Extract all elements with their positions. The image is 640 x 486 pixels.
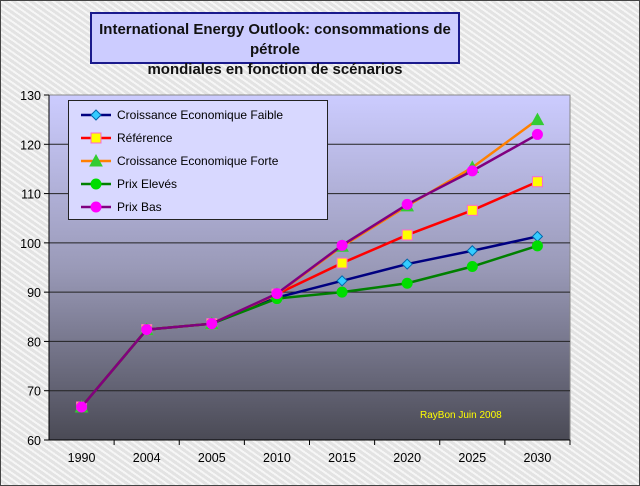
annotation: RayBon Juin 2008 xyxy=(420,410,502,421)
legend-swatch xyxy=(81,178,111,190)
legend-marker xyxy=(90,201,102,213)
legend-marker xyxy=(90,132,102,144)
x-tick-label: 2004 xyxy=(133,451,161,465)
legend-label: Croissance Economique Forte xyxy=(117,154,279,168)
data-point xyxy=(401,198,413,210)
data-point xyxy=(530,112,545,126)
legend-swatch xyxy=(81,132,111,144)
legend: Croissance Economique Faible Référence Cro… xyxy=(68,100,328,220)
legend-marker xyxy=(90,178,102,190)
y-tick-label: 70 xyxy=(27,385,41,399)
y-tick-label: 110 xyxy=(21,188,41,202)
legend-item: Croissance Economique Faible xyxy=(79,107,283,123)
series-4 xyxy=(76,128,543,413)
title-line-2: mondiales en fonction de scénarios xyxy=(147,61,403,78)
y-tick-label: 60 xyxy=(27,434,41,448)
title-line-1: International Energy Outlook: consommati… xyxy=(99,21,451,58)
data-point xyxy=(336,286,348,298)
series-line xyxy=(80,133,539,408)
data-point xyxy=(76,401,88,413)
legend-label: Croissance Economique Faible xyxy=(117,108,284,122)
data-point xyxy=(531,128,543,140)
legend-label: Prix Bas xyxy=(117,200,162,214)
x-tick-label: 2020 xyxy=(393,451,421,465)
y-tick-label: 120 xyxy=(20,138,41,152)
legend-swatch xyxy=(81,109,111,121)
x-tick-label: 2030 xyxy=(524,451,552,465)
legend-item: Prix Elevés xyxy=(79,176,177,192)
data-point xyxy=(466,245,479,257)
y-tick-label: 90 xyxy=(27,286,41,300)
data-point xyxy=(271,288,283,300)
data-point xyxy=(466,204,478,216)
data-point xyxy=(466,261,478,273)
chart-title: International Energy Outlook: consommati… xyxy=(90,12,460,78)
data-point xyxy=(401,229,413,241)
data-point xyxy=(206,318,218,330)
legend-item: Prix Bas xyxy=(79,199,162,215)
legend-marker xyxy=(90,109,102,121)
data-point xyxy=(141,324,153,336)
data-point xyxy=(336,257,348,269)
y-tick-label: 130 xyxy=(20,89,41,103)
y-tick-label: 80 xyxy=(27,335,41,349)
data-point xyxy=(336,275,348,287)
legend-swatch xyxy=(81,201,111,213)
legend-marker xyxy=(89,154,103,167)
x-tick-label: 2005 xyxy=(198,451,226,465)
x-tick-label: 2015 xyxy=(328,451,356,465)
data-point xyxy=(336,239,348,251)
data-point xyxy=(466,165,478,177)
data-point xyxy=(401,277,413,289)
x-tick-label: 1990 xyxy=(68,451,96,465)
x-tick-label: 2010 xyxy=(263,451,291,465)
data-point xyxy=(401,258,413,270)
x-tick-label: 2025 xyxy=(458,451,486,465)
legend-swatch xyxy=(81,154,111,167)
data-point xyxy=(531,240,543,252)
y-tick-label: 100 xyxy=(20,237,41,251)
data-point xyxy=(531,176,543,188)
legend-label: Prix Elevés xyxy=(117,177,178,191)
legend-label: Référence xyxy=(117,131,173,145)
legend-item: Référence xyxy=(79,130,172,146)
legend-item: Croissance Economique Forte xyxy=(79,153,278,169)
